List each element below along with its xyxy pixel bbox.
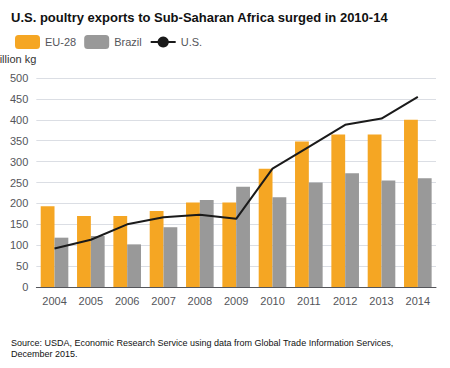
svg-text:December 2015.: December 2015. xyxy=(11,349,78,359)
svg-text:Source: USDA, Economic Researc: Source: USDA, Economic Research Service … xyxy=(11,338,393,348)
svg-text:2004: 2004 xyxy=(42,295,66,307)
svg-text:150: 150 xyxy=(10,218,28,230)
svg-text:50: 50 xyxy=(16,260,28,272)
svg-text:200: 200 xyxy=(10,197,28,209)
svg-text:2011: 2011 xyxy=(297,295,321,307)
svg-text:2012: 2012 xyxy=(333,295,357,307)
svg-text:2014: 2014 xyxy=(406,295,430,307)
svg-text:2005: 2005 xyxy=(79,295,103,307)
svg-text:2013: 2013 xyxy=(369,295,393,307)
svg-text:400: 400 xyxy=(10,114,28,126)
svg-text:500: 500 xyxy=(10,72,28,84)
svg-text:350: 350 xyxy=(10,135,28,147)
svg-text:2009: 2009 xyxy=(224,295,248,307)
svg-text:2007: 2007 xyxy=(151,295,175,307)
svg-text:EU-28: EU-28 xyxy=(45,36,76,48)
svg-text:0: 0 xyxy=(22,281,28,293)
svg-text:U.S. poultry exports to Sub-Sa: U.S. poultry exports to Sub-Saharan Afri… xyxy=(11,10,388,25)
svg-text:2008: 2008 xyxy=(188,295,212,307)
svg-text:2006: 2006 xyxy=(115,295,139,307)
svg-text:U.S.: U.S. xyxy=(181,36,202,48)
svg-text:250: 250 xyxy=(10,177,28,189)
svg-text:100: 100 xyxy=(10,239,28,251)
svg-text:Million kg: Million kg xyxy=(0,53,36,65)
svg-text:450: 450 xyxy=(10,93,28,105)
svg-text:Brazil: Brazil xyxy=(114,36,142,48)
svg-text:2010: 2010 xyxy=(260,295,284,307)
svg-text:300: 300 xyxy=(10,156,28,168)
